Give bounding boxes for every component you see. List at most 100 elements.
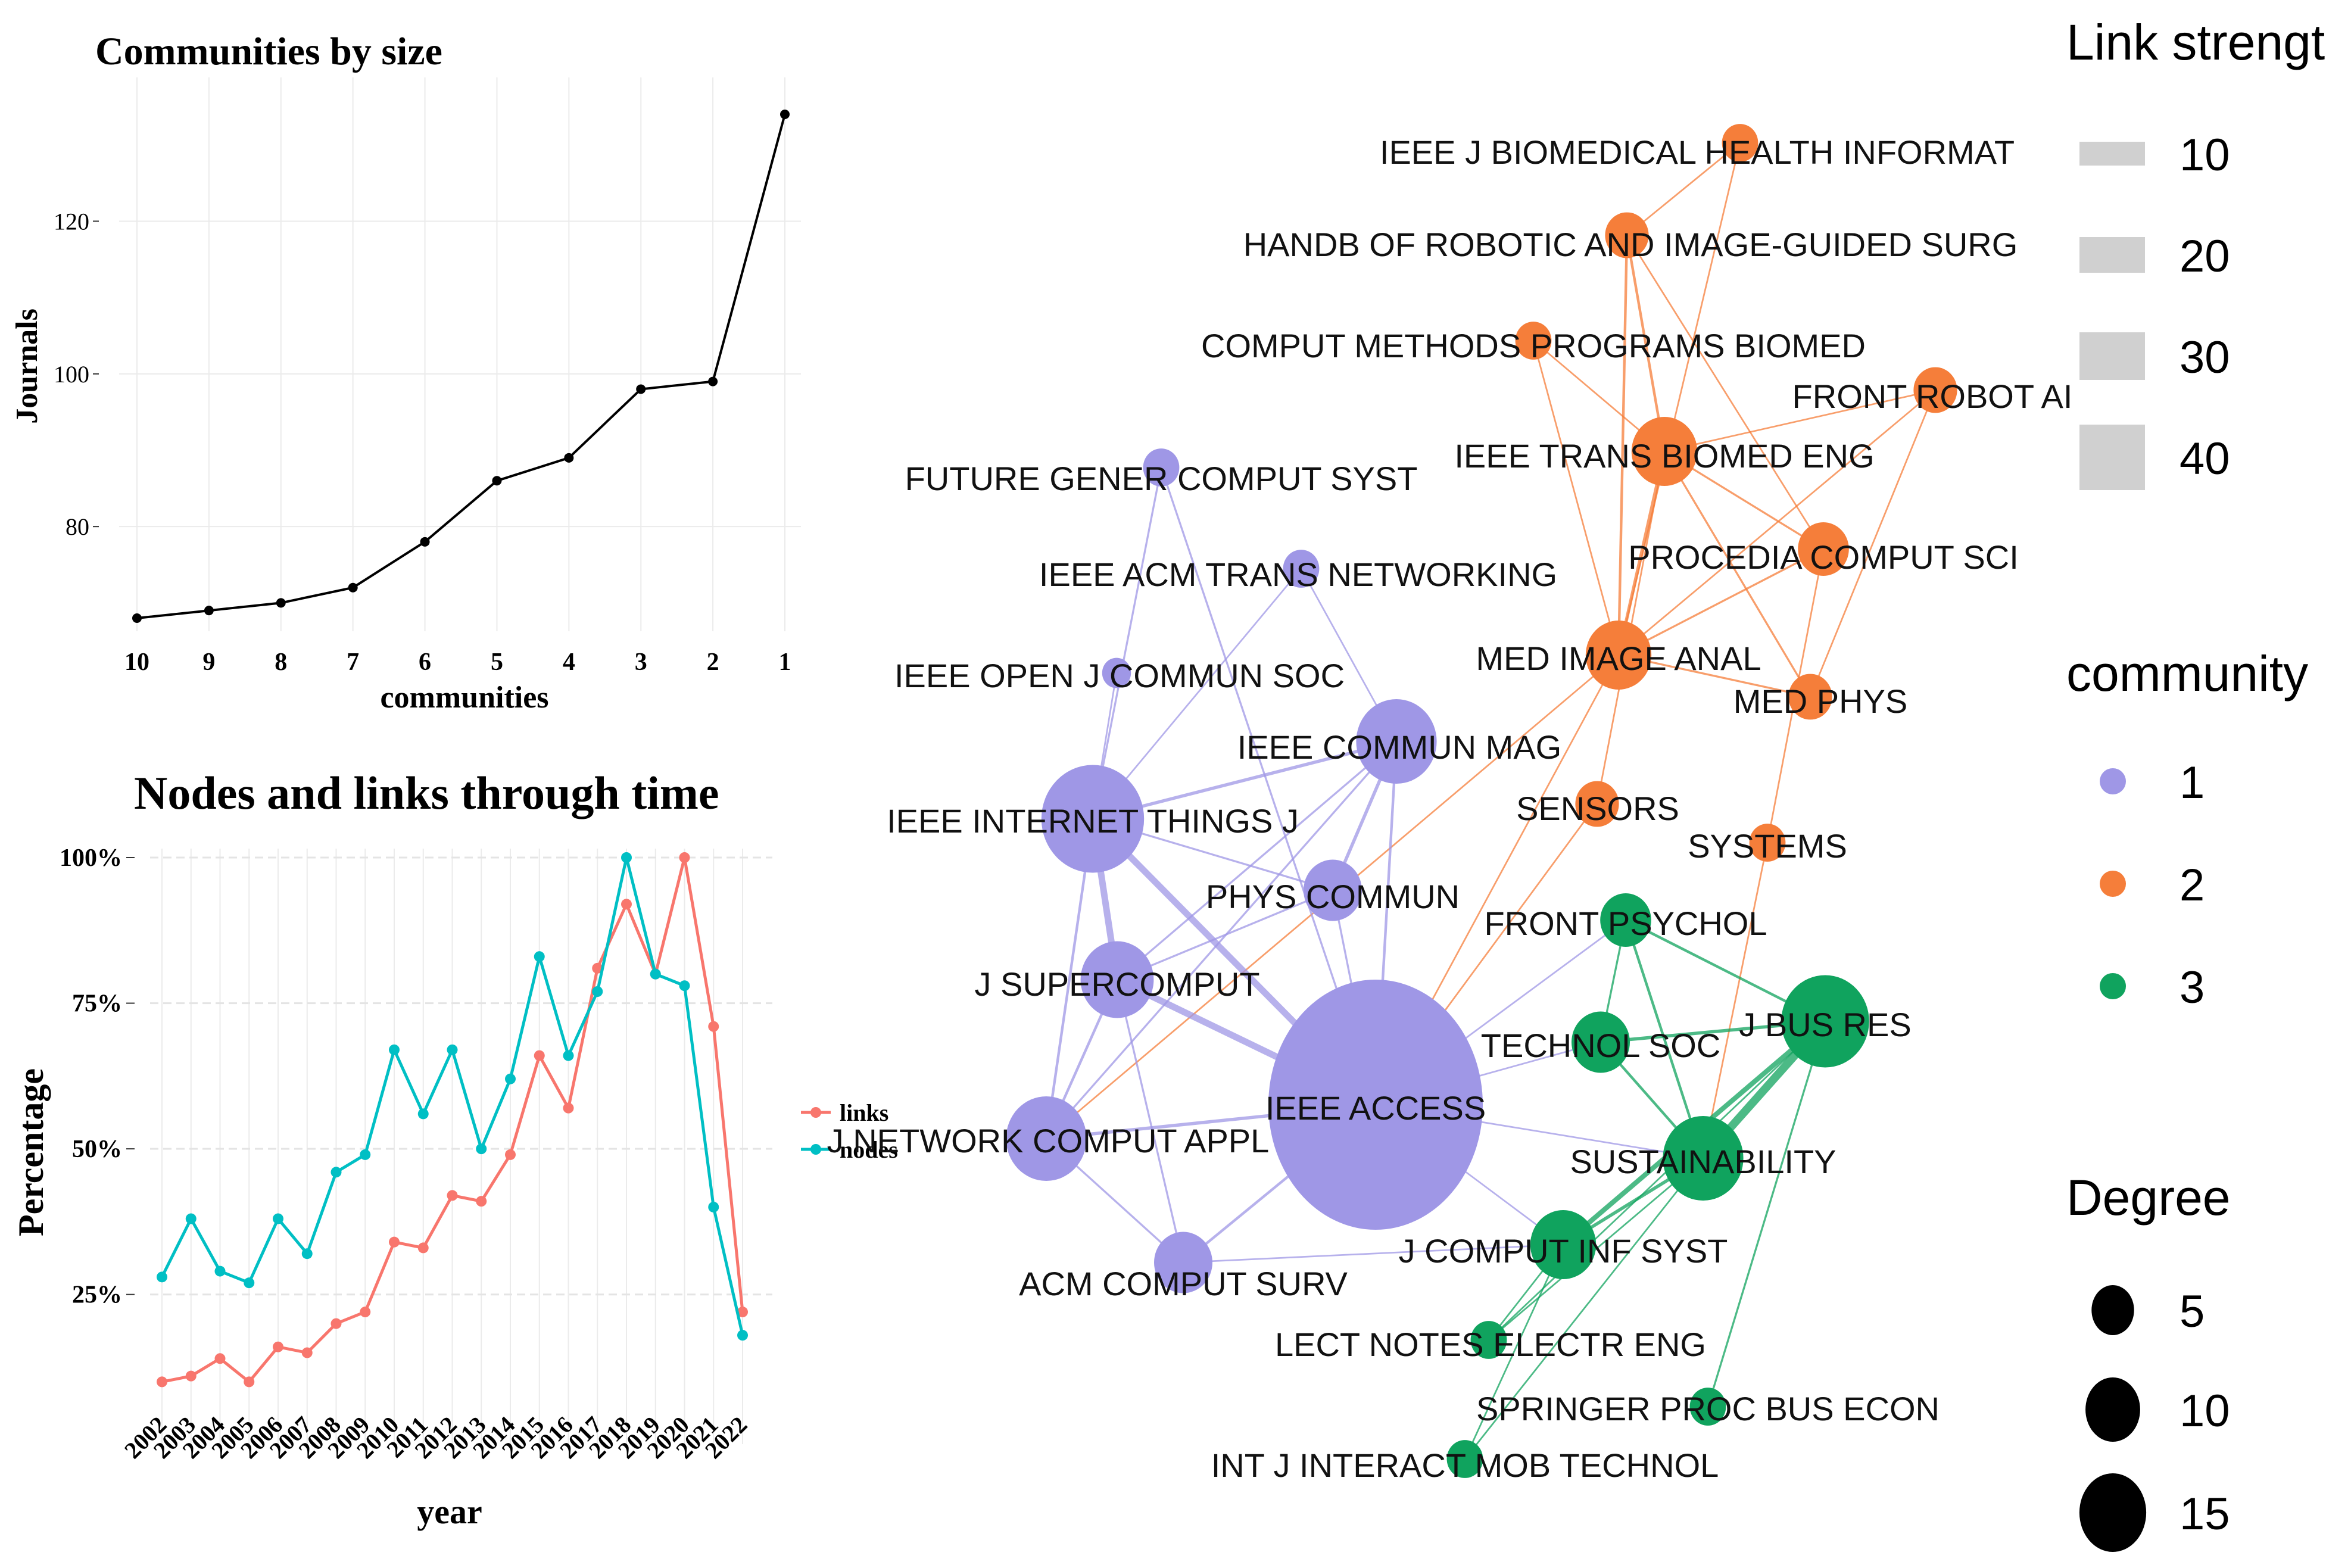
- degree-value: 5: [2180, 1286, 2205, 1337]
- series-point-nodes: [563, 1050, 574, 1061]
- network-node-label: J COMPUT INF SYST: [1399, 1232, 1728, 1270]
- network-edge: [1092, 740, 1397, 821]
- community-value: 3: [2180, 962, 2205, 1013]
- series-point-nodes: [621, 852, 632, 863]
- communities-point: [780, 110, 790, 119]
- series-point-nodes: [185, 1213, 197, 1224]
- series-point-links: [505, 1149, 516, 1160]
- journal-network: IEEE J BIOMEDICAL HEALTH INFORMAT HANDB O…: [827, 124, 2072, 1484]
- communities-x-tick-label: 8: [275, 649, 287, 676]
- series-point-nodes: [244, 1277, 255, 1289]
- community-legend-title: community: [2066, 646, 2308, 702]
- series-point-links: [563, 1102, 574, 1114]
- link-strength-legend-title: Link strength: [2066, 14, 2326, 70]
- network-edge: [1488, 1157, 1704, 1341]
- network-edge: [1664, 389, 1936, 453]
- community-key: [2100, 973, 2126, 999]
- series-point-nodes: [360, 1149, 371, 1160]
- network-node: [1585, 621, 1652, 690]
- network-node-label: J SUPERCOMPUT: [974, 965, 1259, 1003]
- nodes-links-x-axis-label: year: [417, 1492, 482, 1531]
- series-point-links: [621, 899, 632, 910]
- communities-point: [492, 476, 502, 486]
- legend-key-point-nodes: [810, 1144, 821, 1155]
- network-edge: [1092, 568, 1302, 819]
- series-point-nodes: [476, 1143, 487, 1155]
- network-node-label: TECHNOL SOC: [1481, 1027, 1720, 1064]
- communities-point: [348, 582, 358, 593]
- network-node: [1749, 824, 1786, 862]
- community-value: 1: [2180, 757, 2205, 808]
- communities-x-tick-label: 9: [202, 649, 215, 676]
- network-edge: [1044, 818, 1095, 1139]
- communities-y-tick-label: 120: [54, 208, 89, 235]
- degree-value: 10: [2180, 1386, 2230, 1436]
- network-node-label: SYSTEMS: [1688, 827, 1847, 865]
- communities-y-tick-label: 80: [66, 513, 89, 540]
- series-point-nodes: [737, 1330, 748, 1341]
- network-edge: [1617, 451, 1666, 656]
- network-edge: [1116, 979, 1184, 1263]
- series-point-links: [185, 1370, 197, 1382]
- community-value: 2: [2180, 860, 2205, 911]
- network-node: [1572, 1011, 1630, 1073]
- series-point-links: [679, 852, 690, 863]
- network-node-label: MED PHYS: [1733, 682, 1908, 720]
- network-edge: [1702, 842, 1769, 1159]
- series-point-links: [592, 962, 603, 974]
- network-node: [1788, 674, 1832, 720]
- nodes-links-y-tick-label: 50%: [72, 1136, 122, 1163]
- network-node: [1913, 367, 1957, 413]
- network-node-label: MED IMAGE ANAL: [1476, 640, 1761, 677]
- network-node-label: J NETWORK COMPUT APPL: [827, 1122, 1270, 1159]
- network-node-label: SPRINGER PROC BUS ECON: [1476, 1390, 1940, 1427]
- network-edge: [1618, 389, 1936, 656]
- link-strength-key: [2079, 332, 2145, 380]
- communities-x-tick-label: 5: [491, 649, 503, 676]
- series-point-nodes: [534, 951, 545, 962]
- series-point-links: [360, 1307, 371, 1318]
- series-point-links: [534, 1050, 545, 1061]
- series-point-links: [708, 1021, 719, 1032]
- series-point-nodes: [389, 1044, 400, 1055]
- series-point-links: [214, 1353, 226, 1364]
- series-point-nodes: [330, 1167, 342, 1178]
- network-node-label: IEEE OPEN J COMMUN SOC: [894, 657, 1345, 694]
- series-point-nodes: [505, 1073, 516, 1084]
- network-edge: [1626, 142, 1741, 236]
- community-legend: community 1 2 3: [2066, 646, 2308, 1013]
- network-node: [1689, 1388, 1726, 1426]
- nodes-links-plot-area: [150, 849, 772, 1444]
- network-edge: [1183, 1243, 1564, 1264]
- network-edge: [1045, 740, 1398, 1140]
- network-node: [1304, 859, 1362, 921]
- series-point-links: [737, 1307, 748, 1318]
- network-edge: [1809, 389, 1937, 697]
- network-node-label: ACM COMPUT SURV: [1019, 1265, 1348, 1302]
- series-point-nodes: [214, 1265, 226, 1277]
- communities-x-tick-label: 3: [635, 649, 647, 676]
- series-point-links: [447, 1190, 458, 1201]
- network-node: [1283, 550, 1320, 588]
- series-point-links: [301, 1347, 313, 1358]
- network-node: [1605, 212, 1649, 258]
- communities-x-tick-label: 6: [419, 649, 431, 676]
- link-strength-key: [2079, 237, 2145, 273]
- network-edge: [1116, 740, 1398, 981]
- link-strength-legend: Link strength 10 20 30 40: [2066, 14, 2326, 490]
- communities-x-tick-label: 2: [707, 649, 719, 676]
- network-node-label: INT J INTERACT MOB TECHNOL: [1211, 1447, 1719, 1484]
- legend-label-links: links: [840, 1099, 888, 1126]
- network-edge: [1488, 1021, 1826, 1341]
- series-point-links: [273, 1341, 283, 1352]
- network-node: [1446, 1440, 1483, 1478]
- link-strength-key: [2079, 425, 2145, 490]
- communities-point: [420, 537, 430, 547]
- series-point-nodes: [301, 1248, 313, 1260]
- network-edge: [1625, 235, 1666, 452]
- communities-x-axis-label: communities: [380, 681, 548, 715]
- network-node: [1781, 975, 1869, 1068]
- network-edge: [1464, 1244, 1564, 1460]
- series-point-nodes: [679, 980, 690, 992]
